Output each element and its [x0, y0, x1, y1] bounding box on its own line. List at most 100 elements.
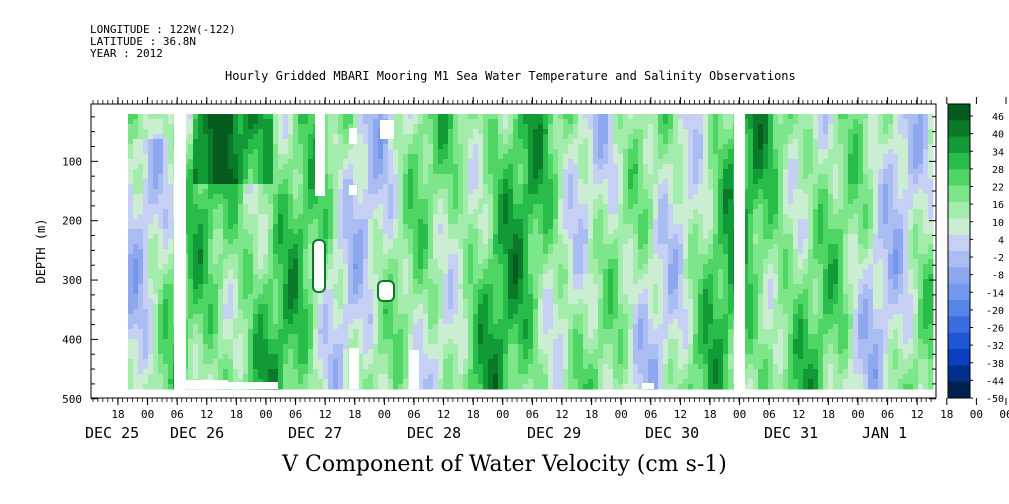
field-cell [148, 194, 154, 200]
field-cell [703, 224, 709, 230]
field-cell [888, 249, 894, 255]
field-cell [438, 214, 444, 220]
field-cell [558, 134, 564, 140]
field-cell [403, 229, 409, 235]
field-cell [273, 129, 279, 135]
field-cell [618, 154, 624, 160]
field-cell [908, 254, 914, 260]
field-cell [538, 159, 544, 165]
field-cell [158, 254, 164, 260]
field-cell [248, 149, 254, 155]
field-cell [323, 129, 329, 135]
field-cell [513, 139, 519, 145]
field-cell [723, 179, 729, 185]
field-cell [478, 214, 484, 220]
field-cell [913, 139, 919, 145]
field-cell [903, 149, 909, 155]
field-cell [298, 159, 304, 165]
field-cell [538, 134, 544, 140]
field-cell [748, 259, 754, 265]
field-cell [343, 159, 349, 165]
field-cell [903, 239, 909, 245]
field-cell [418, 229, 424, 235]
field-cell [283, 164, 289, 170]
field-cell [713, 254, 719, 260]
field-cell [203, 164, 209, 170]
field-cell [718, 259, 724, 265]
field-cell [698, 259, 704, 265]
field-cell [458, 219, 464, 225]
field-cell [333, 154, 339, 160]
field-cell [433, 184, 439, 190]
field-cell [573, 139, 579, 145]
field-cell [338, 159, 344, 165]
field-cell [208, 114, 214, 120]
field-cell [168, 154, 174, 160]
field-cell [788, 144, 794, 150]
field-cell [268, 214, 274, 220]
field-cell [188, 219, 194, 225]
field-cell [503, 234, 509, 240]
field-cell [693, 169, 699, 175]
field-cell [678, 144, 684, 150]
field-cell [348, 219, 354, 225]
field-cell [368, 204, 374, 210]
field-cell [223, 239, 229, 245]
field-cell [563, 139, 569, 145]
field-cell [393, 229, 399, 235]
field-cell [898, 244, 904, 250]
field-cell [713, 164, 719, 170]
field-cell [213, 219, 219, 225]
field-cell [698, 239, 704, 245]
field-cell [283, 134, 289, 140]
field-cell [323, 234, 329, 240]
field-cell [328, 239, 334, 245]
field-cell [443, 244, 449, 250]
field-cell [273, 184, 279, 190]
field-cell [613, 169, 619, 175]
field-cell [288, 249, 294, 255]
field-cell [903, 119, 909, 125]
field-cell [488, 244, 494, 250]
field-cell [338, 184, 344, 190]
field-cell [798, 254, 804, 260]
field-cell [553, 134, 559, 140]
field-cell [433, 154, 439, 160]
field-cell [228, 184, 234, 190]
field-cell [588, 159, 594, 165]
field-cell [898, 204, 904, 210]
field-cell [673, 124, 679, 130]
field-cell [748, 169, 754, 175]
field-cell [203, 239, 209, 245]
field-cell [423, 159, 429, 165]
field-cell [268, 249, 274, 255]
field-cell [473, 144, 479, 150]
field-cell [643, 194, 649, 200]
field-cell [753, 159, 759, 165]
field-cell [498, 219, 504, 225]
field-cell [383, 114, 389, 120]
field-cell [383, 154, 389, 160]
field-cell [213, 209, 219, 215]
field-cell [423, 134, 429, 140]
field-cell [378, 254, 384, 260]
field-cell [913, 184, 919, 190]
field-cell [903, 204, 909, 210]
field-cell [323, 219, 329, 225]
field-cell [888, 139, 894, 145]
field-cell [453, 184, 459, 190]
field-cell [603, 129, 609, 135]
field-cell [843, 249, 849, 255]
field-cell [908, 179, 914, 185]
field-cell [693, 144, 699, 150]
field-cell [663, 219, 669, 225]
field-cell [443, 139, 449, 145]
field-cell [138, 154, 144, 160]
field-cell [133, 139, 139, 145]
field-cell [573, 244, 579, 250]
field-cell [408, 204, 414, 210]
field-cell [843, 124, 849, 130]
field-cell [678, 164, 684, 170]
field-cell [338, 169, 344, 175]
field-cell [238, 164, 244, 170]
